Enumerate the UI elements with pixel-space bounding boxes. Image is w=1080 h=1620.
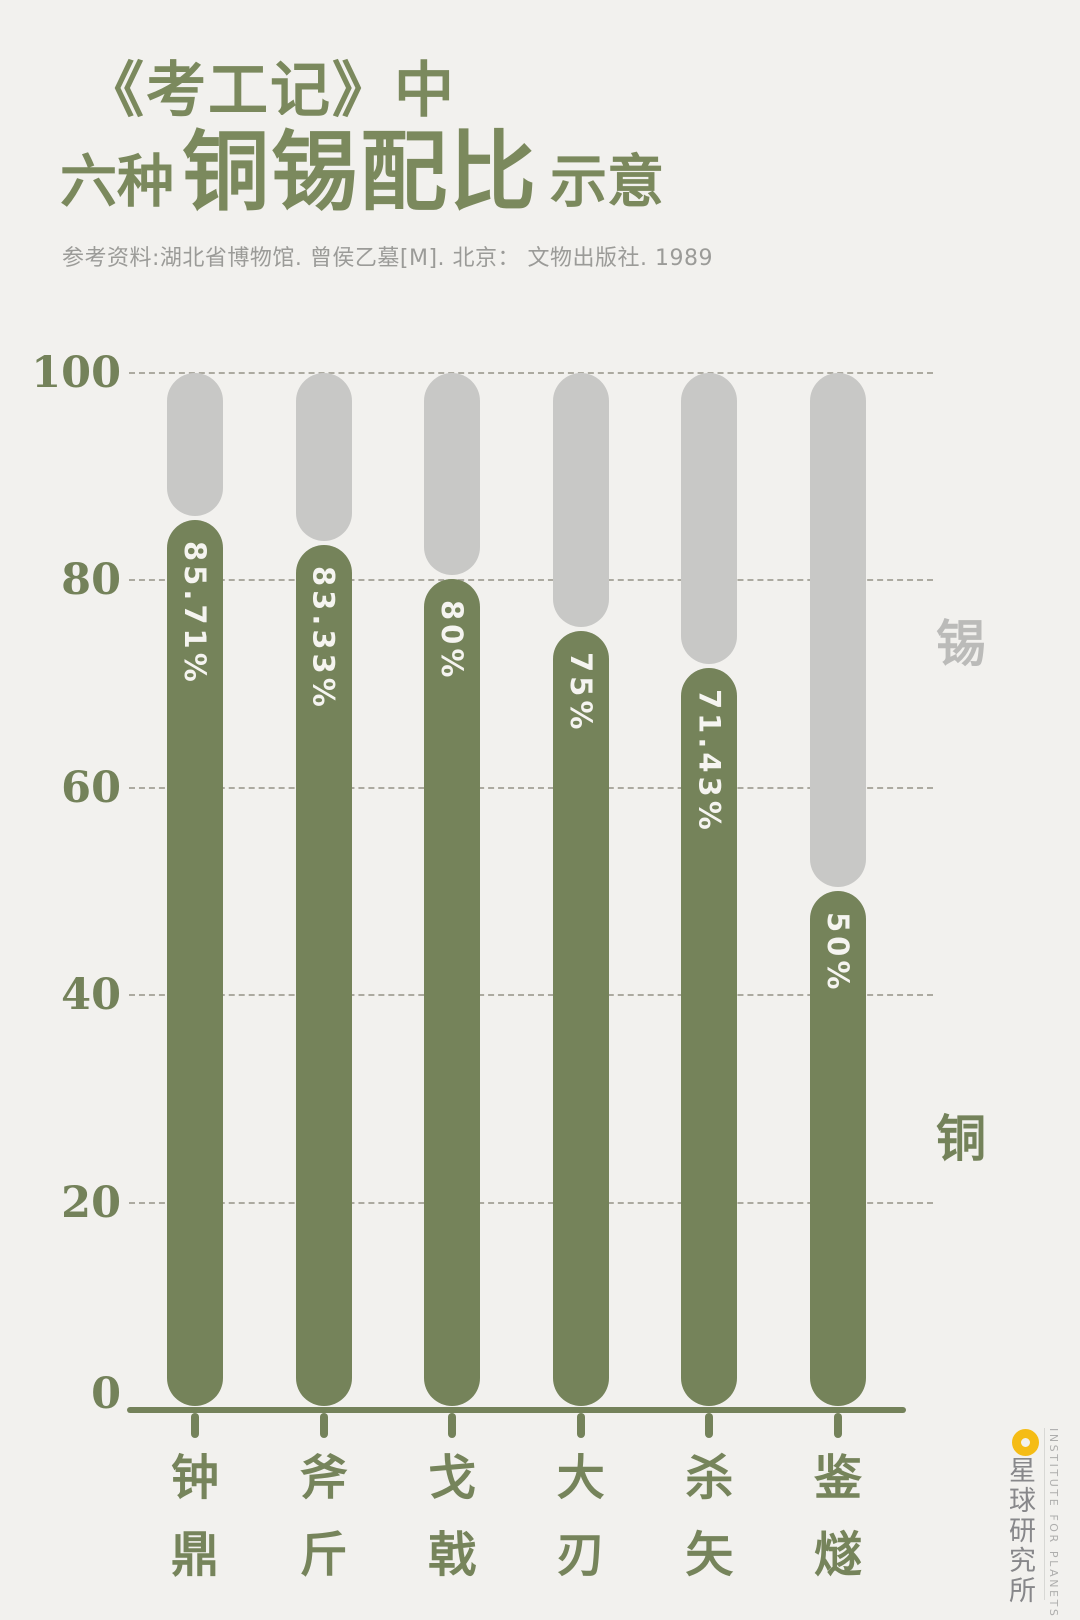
bar-1: 85.71% [167, 373, 223, 1408]
copper-segment: 80% [424, 579, 481, 1406]
tin-segment [681, 373, 738, 665]
axis-tick [319, 1413, 328, 1438]
tin-segment [552, 373, 609, 628]
bar-3: 80% [424, 373, 481, 1408]
gridline [129, 1201, 933, 1204]
gridline [129, 579, 933, 582]
axis-tick [576, 1413, 585, 1438]
tin-segment [424, 373, 481, 576]
tin-segment [295, 373, 352, 541]
axis-tick [834, 1413, 842, 1438]
source-reference: 参考资料:湖北省博物馆. 曾侯乙墓[M]. 北京： 文物出版社. 1989 [62, 246, 714, 271]
axis-tick [191, 1413, 199, 1438]
copper-value-label: 75% [563, 652, 598, 734]
category-label: 钟 鼎 [170, 1450, 219, 1583]
title-suffix: 示意 [550, 148, 664, 215]
bar-2: 83.33% [295, 373, 352, 1408]
copper-segment: 75% [552, 631, 609, 1406]
category-label: 大 刃 [556, 1450, 605, 1583]
poster-title-line1: 《考工记》中 [84, 56, 456, 126]
axis-tick [448, 1413, 457, 1438]
gridline [129, 372, 933, 374]
bar-4: 75% [552, 373, 609, 1408]
category-label: 戈 戟 [428, 1450, 477, 1583]
title-prefix: 六种 [60, 148, 174, 215]
copper-value-label: 80% [435, 600, 470, 682]
planet-ring-icon [1012, 1429, 1039, 1456]
copper-segment: 85.71% [167, 520, 223, 1406]
y-axis-tick-label: 40 [61, 970, 121, 1021]
publisher-name-chinese: 星球研究所 [1004, 1456, 1035, 1606]
y-axis-tick-label: 60 [61, 762, 121, 813]
title-emphasis: 铜锡配比 [182, 120, 538, 223]
category-label: 杀 矢 [685, 1450, 734, 1583]
y-axis-tick-label: 0 [91, 1369, 121, 1419]
copper-value-label: 50% [821, 911, 855, 993]
publisher-name-english: INSTITUTE FOR PLANETS [1047, 1428, 1060, 1619]
gridline [129, 786, 933, 789]
x-axis-line [127, 1407, 906, 1413]
axis-tick [705, 1413, 714, 1438]
copper-value-label: 85.71% [178, 541, 212, 686]
tin-series-label: 锡 [936, 615, 988, 673]
copper-value-label: 83.33% [306, 565, 341, 711]
bar-5: 71.43% [681, 373, 738, 1408]
category-label: 鉴 燧 [813, 1450, 862, 1583]
tin-segment [167, 373, 223, 517]
copper-value-label: 71.43% [692, 689, 727, 835]
copper-segment: 71.43% [681, 668, 738, 1406]
copper-series-label: 铜 [936, 1110, 988, 1168]
bar-6: 50% [810, 373, 866, 1408]
category-label: 斧 斤 [299, 1450, 348, 1583]
tin-segment [810, 373, 866, 887]
y-axis-tick-label: 80 [61, 555, 121, 606]
copper-segment: 50% [810, 890, 866, 1406]
y-axis-tick-label: 100 [31, 348, 121, 398]
logo-divider [1044, 1428, 1045, 1600]
poster-title-line2: 六种 铜锡配比 示意 [60, 128, 664, 215]
gridline [129, 994, 933, 997]
y-axis-tick-label: 20 [61, 1177, 121, 1228]
copper-segment: 83.33% [295, 544, 352, 1406]
